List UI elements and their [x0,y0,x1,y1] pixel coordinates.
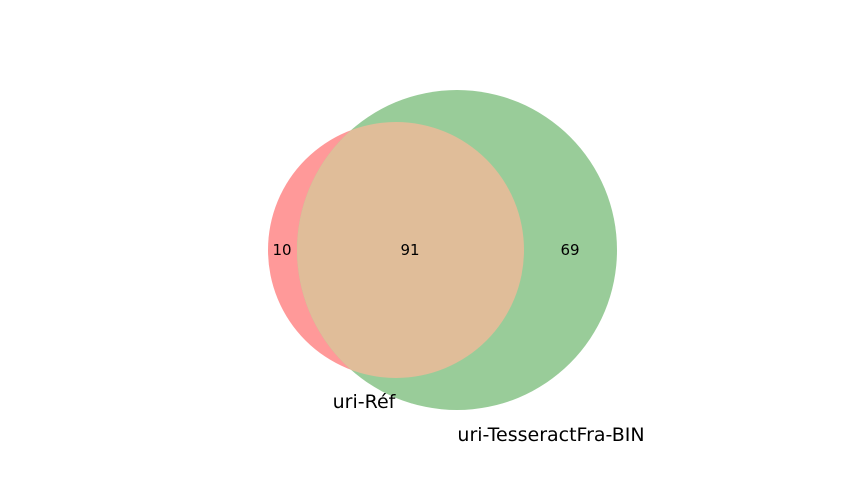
intersection-region [297,122,524,378]
set-b-label: uri-TesseractFra-BIN [457,424,644,446]
set-a-label: uri-Réf [333,391,397,413]
count-only-set-b: 69 [560,241,579,259]
count-intersection: 91 [400,241,419,259]
count-only-set-a: 10 [272,241,291,259]
